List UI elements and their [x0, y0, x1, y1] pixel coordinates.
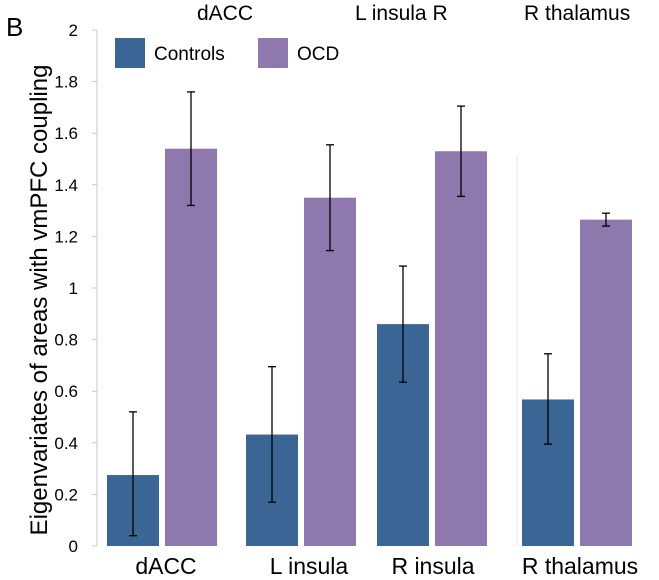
bar-ocd-0: [165, 148, 217, 546]
bar-group: [107, 148, 632, 546]
y-tick-label: 2: [69, 21, 78, 40]
y-tick-label: 1.4: [54, 176, 78, 195]
error-bar-group: [129, 91, 610, 537]
x-category-label: L insula: [270, 553, 349, 579]
y-tick-label: 0.6: [54, 382, 78, 401]
top-label-insula: L insula R: [355, 2, 448, 25]
y-tick-label: 0.4: [54, 434, 78, 453]
x-category-label: R thalamus: [522, 553, 638, 579]
y-axis-label: Eigenvariates of areas with vmPFC coupli…: [26, 65, 53, 536]
legend: Controls OCD: [115, 38, 339, 68]
y-tick-group: 0 0.2 0.4 0.6 0.8 1 1.2 1.4 1.6 1.8 2: [54, 21, 97, 556]
x-category-label: dACC: [135, 553, 196, 579]
legend-swatch-controls: [115, 38, 145, 68]
top-label-dacc: dACC: [197, 2, 253, 25]
y-tick-label: 1: [69, 279, 78, 298]
legend-swatch-ocd: [258, 38, 288, 68]
bar-ocd-3: [580, 219, 632, 546]
y-tick-label: 1.8: [54, 73, 78, 92]
y-tick-label: 0.8: [54, 331, 78, 350]
panel-label: B: [6, 12, 23, 42]
legend-label-ocd: OCD: [297, 44, 339, 65]
y-tick-label: 0.2: [54, 485, 78, 504]
legend-label-controls: Controls: [154, 44, 225, 65]
y-tick-label: 1.6: [54, 124, 78, 143]
bar-ocd-1: [304, 197, 356, 546]
y-tick-label: 0: [69, 537, 78, 556]
x-category-label: R insula: [391, 553, 474, 579]
y-tick-label: 1.2: [54, 227, 78, 246]
category-label-group: dACC L insula R insula R thalamus: [135, 553, 638, 579]
bar-ocd-2: [435, 151, 487, 546]
top-label-thalamus: R thalamus: [524, 2, 630, 25]
